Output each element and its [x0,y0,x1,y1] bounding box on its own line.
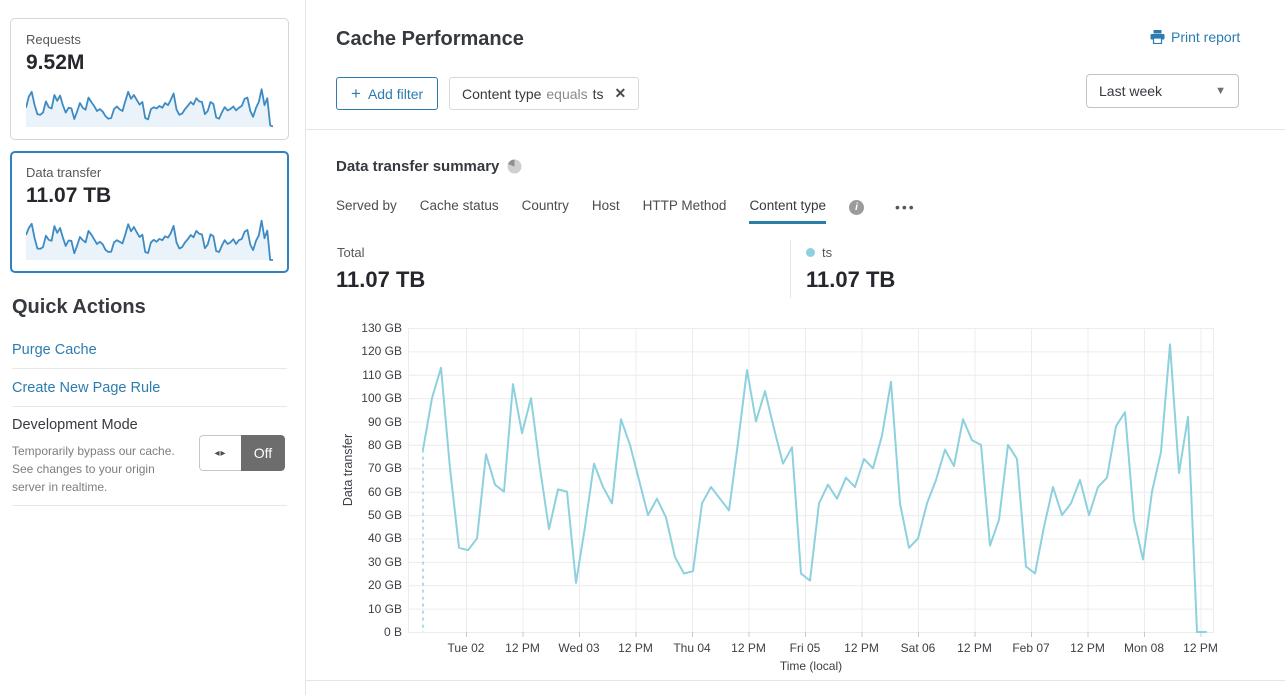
quick-actions-heading: Quick Actions [12,296,146,318]
add-filter-label: Add filter [367,85,424,102]
y-tick-label: 30 GB [367,554,402,569]
development-mode-description: Temporarily bypass our cache. See change… [12,444,175,494]
requests-card-label: Requests [26,32,81,47]
total-label: Total [337,245,365,260]
development-mode-label: Development Mode [12,417,138,433]
series-name: ts [822,245,833,260]
purge-cache-link[interactable]: Purge Cache [12,342,97,358]
x-tick-label: Feb 07 [1012,641,1050,655]
y-tick-label: 70 GB [367,461,402,476]
y-tick-label: 60 GB [367,484,402,499]
y-tick-label: 120 GB [361,344,402,359]
total-value: 11.07 TB [336,267,426,292]
remove-filter-icon[interactable]: ✕ [614,85,627,101]
tab-served-by[interactable]: Served by [336,198,397,213]
divider [12,368,287,369]
x-tick-label: 12 PM [1070,641,1105,655]
x-tick-label: Thu 04 [673,641,711,655]
x-tick-label: Tue 02 [447,641,485,655]
line-plot[interactable] [408,322,1214,640]
info-icon[interactable]: i [849,199,864,215]
data-transfer-metric-card[interactable]: Data transfer 11.07 TB [10,151,289,273]
divider [790,240,791,298]
requests-metric-card[interactable]: Requests 9.52M [10,18,289,140]
y-tick-label: 130 GB [361,321,402,335]
y-tick-label: 100 GB [361,391,402,406]
plus-icon: + [351,84,361,103]
filter-chip-value: ts [592,85,604,102]
tab-host[interactable]: Host [591,198,620,213]
x-axis-title: Time (local) [779,659,843,673]
chevron-down-icon: ▼ [1215,85,1226,97]
tab-content-type[interactable]: Content type [749,198,826,224]
y-tick-label: 50 GB [367,508,402,523]
pie-chart-icon [507,159,522,174]
print-report-link[interactable]: Print report [1150,29,1240,45]
filter-chip-content-type[interactable]: Content type equals ts ✕ [449,77,640,110]
series-legend: ts [806,245,832,260]
add-filter-button[interactable]: + Add filter [336,77,439,110]
requests-sparkline-chart [26,88,273,128]
print-report-label: Print report [1171,29,1241,45]
filter-chip-operator: equals [546,85,588,102]
x-tick-label: 12 PM [618,641,653,655]
development-mode-toggle[interactable]: ◂▸ Off [199,435,285,471]
create-page-rule-link[interactable]: Create New Page Rule [12,380,161,396]
tab-http-method[interactable]: HTTP Method [642,198,727,213]
x-tick-label: 12 PM [505,641,540,655]
tab-country[interactable]: Country [521,198,569,213]
x-tick-label: 12 PM [1183,641,1218,655]
tab-cache-status[interactable]: Cache status [419,198,499,213]
y-tick-label: 0 B [383,625,402,639]
series-value: 11.07 TB [806,267,896,292]
x-tick-label: 12 PM [844,641,879,655]
x-tick-label: Mon 08 [1123,641,1165,655]
summary-section-title: Data transfer summary [336,158,500,175]
data-transfer-card-value: 11.07 TB [26,184,112,207]
series-color-dot [806,248,815,257]
printer-icon [1150,30,1165,44]
divider [12,406,287,407]
more-tabs-icon[interactable]: ••• [895,199,916,215]
x-tick-label: Wed 03 [558,641,600,655]
y-tick-label: 90 GB [367,414,402,429]
data-transfer-sparkline-chart [26,219,273,261]
divider [12,505,287,506]
y-tick-label: 80 GB [367,437,402,452]
x-tick-label: Fri 05 [789,641,821,655]
x-tick-label: Sat 06 [900,641,936,655]
x-tick-label: 12 PM [731,641,766,655]
dimension-tabs: Served by Cache status Country Host HTTP Met… [336,198,916,224]
divider [306,680,1285,681]
y-tick-label: 20 GB [367,578,402,593]
toggle-off-label: Off [241,435,285,471]
divider [306,129,1285,130]
y-tick-label: 110 GB [362,367,402,382]
time-range-value: Last week [1099,83,1163,99]
time-range-select[interactable]: Last week ▼ [1086,74,1239,108]
toggle-arrows-icon: ◂▸ [199,435,241,471]
analytics-sidebar: Requests 9.52M Data transfer 11.07 TB Qu… [0,0,306,695]
x-tick-label: 12 PM [957,641,992,655]
filter-chip-field: Content type [462,85,542,102]
y-tick-label: 40 GB [367,531,402,546]
data-transfer-card-label: Data transfer [26,165,102,180]
page-title: Cache Performance [336,28,524,50]
requests-card-value: 9.52M [26,51,85,74]
y-tick-label: 10 GB [367,601,402,616]
